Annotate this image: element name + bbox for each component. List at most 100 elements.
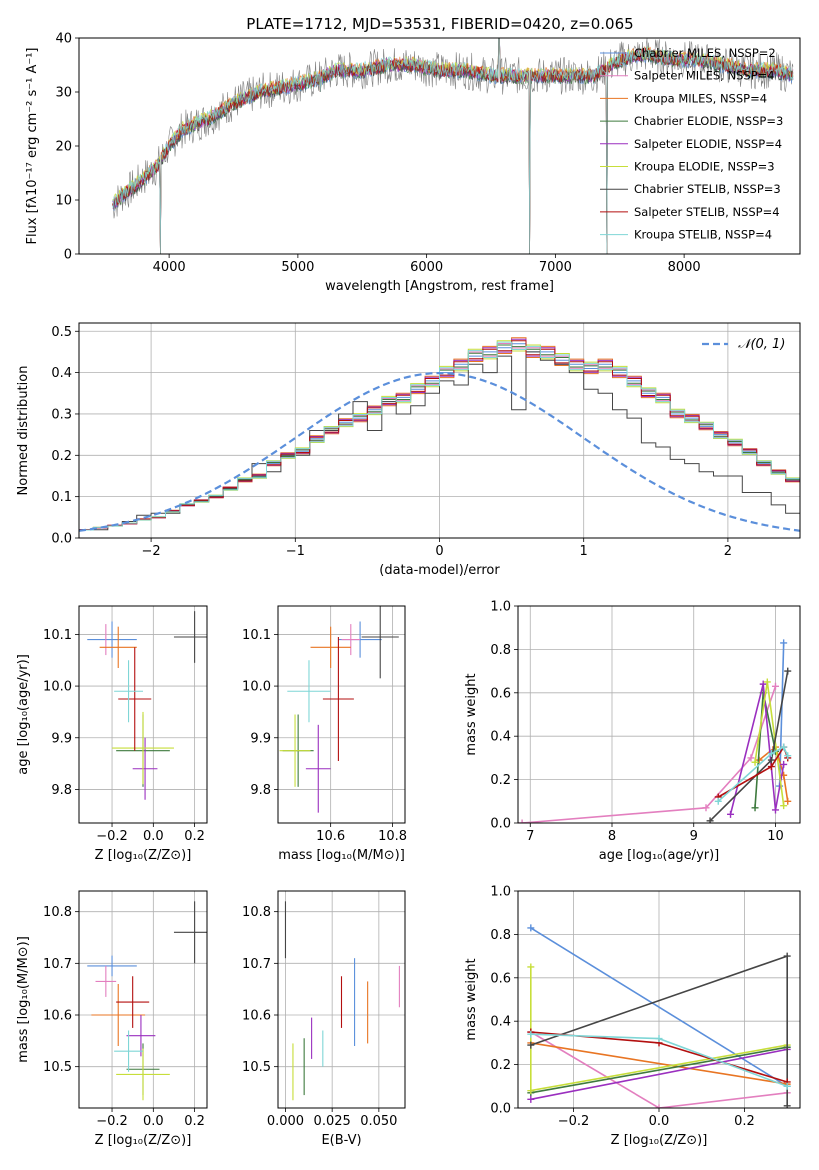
series-marker — [527, 1095, 535, 1103]
x-tick-label: 0.050 — [360, 1114, 397, 1129]
x-tick-label: 7000 — [539, 260, 572, 275]
series-marker — [771, 806, 779, 814]
y-tick-label: 30 — [55, 86, 72, 101]
y-tick-label: 10.0 — [242, 680, 271, 695]
plot-area — [284, 901, 400, 1101]
x-axis-label: Z [log₁₀(Z/Z⊙)] — [95, 848, 192, 863]
legend-entry: Kroupa MILES, NSSP=4 — [634, 91, 767, 105]
series-marker — [655, 1035, 663, 1043]
x-tick-label: −1 — [286, 544, 305, 559]
series-line — [530, 1046, 788, 1094]
y-tick-label: 1.0 — [490, 600, 511, 615]
series-marker — [751, 758, 759, 766]
chart-mass-vs-ebv: 0.000 0.025 0.050 10.5 10.6 10.7 10.8 E(B-V) — [242, 890, 406, 1148]
x-tick-label: 2 — [724, 544, 732, 559]
x-tick-label: 0.025 — [314, 1114, 351, 1129]
x-tick-label: 0.2 — [184, 829, 205, 844]
plot-frame — [517, 890, 801, 1109]
series-marker — [780, 743, 788, 751]
y-axis-label: Normed distribution — [16, 366, 31, 496]
y-tick-label: 0.6 — [490, 686, 511, 701]
series-marker — [767, 763, 775, 771]
series-marker — [784, 667, 792, 675]
y-tick-label: 0.0 — [490, 817, 511, 832]
figure-title: PLATE=1712, MJD=53531, FIBERID=0420, z=0… — [246, 15, 633, 33]
y-tick-label: 10 — [55, 194, 72, 209]
series-marker — [727, 810, 735, 818]
legend-entry: Chabrier MILES, NSSP=2 — [634, 46, 776, 60]
series-line — [530, 927, 788, 1087]
plot-area — [87, 611, 207, 800]
x-tick-label: 0.2 — [734, 1114, 755, 1129]
series-marker — [714, 797, 722, 805]
y-tick-label: 0.6 — [490, 971, 511, 986]
legend-entry: Salpeter ELODIE, NSSP=4 — [634, 137, 782, 151]
y-tick-label: 10.0 — [43, 680, 72, 695]
y-tick-label: 0.5 — [51, 325, 72, 340]
y-tick-label: 10.8 — [242, 905, 271, 920]
histogram-series — [79, 340, 800, 538]
series-marker — [771, 682, 779, 690]
y-tick-label: 1.0 — [490, 885, 511, 900]
x-axis-label: Z [log₁₀(Z/Z⊙)] — [95, 1133, 192, 1148]
y-tick-label: 0.1 — [51, 490, 72, 505]
y-tick-label: 9.9 — [250, 731, 271, 746]
series-line — [758, 745, 789, 802]
legend-entry: Salpeter MILES, NSSP=4 — [634, 69, 775, 83]
y-tick-label: 10.5 — [242, 1060, 271, 1075]
y-tick-label: 0.2 — [51, 449, 72, 464]
series-marker — [518, 819, 526, 823]
series-line — [530, 1042, 788, 1085]
y-tick-label: 0 — [64, 248, 72, 263]
x-tick-label: 10.6 — [316, 829, 345, 844]
y-tick-label: 0.4 — [490, 730, 511, 745]
series-marker — [527, 1041, 535, 1049]
histogram-series — [79, 351, 800, 538]
y-tick-label: 10.1 — [242, 628, 271, 643]
x-tick-label: 1 — [580, 544, 588, 559]
x-tick-label: 9 — [690, 829, 698, 844]
x-tick-label: 4000 — [153, 260, 186, 275]
normal-curve-line — [79, 372, 800, 532]
y-tick-label: 0.2 — [490, 773, 511, 788]
series-marker — [784, 797, 792, 805]
chart-age-vs-Z: −0.2 0.0 0.2 9.8 9.9 10.0 10.1 Z [log₁₀(Z/Z⊙)] a… — [16, 605, 208, 863]
plot-frame — [277, 890, 406, 1109]
legend-entry: Chabrier ELODIE, NSSP=3 — [634, 114, 783, 128]
y-tick-label: 0.8 — [490, 643, 511, 658]
x-tick-label: −0.2 — [96, 1114, 128, 1129]
plot-frame — [78, 605, 208, 824]
x-tick-label: −0.2 — [558, 1114, 590, 1129]
legend-entry: Salpeter STELIB, NSSP=4 — [634, 205, 780, 219]
x-tick-label: 8 — [608, 829, 616, 844]
plot-area — [79, 337, 800, 538]
y-tick-label: 10.1 — [43, 628, 72, 643]
x-tick-label: 5000 — [281, 260, 314, 275]
series-marker — [655, 1104, 663, 1108]
y-tick-label: 10.6 — [43, 1009, 72, 1024]
series-marker — [783, 952, 791, 960]
panels: 4000 5000 6000 7000 8000010203040wavelength … — [16, 32, 801, 1148]
chart-massweight-vs-Z: −0.2 0.0 0.2 0.0 0.2 0.4 0.6 0.8 1.0 Z [log₁₀(Z/Z… — [464, 885, 801, 1148]
histogram-series — [79, 341, 800, 538]
series-marker — [780, 760, 788, 768]
x-tick-label: 0.0 — [143, 1114, 164, 1129]
y-tick-label: 0.4 — [490, 1015, 511, 1030]
chart-age-vs-mass: 10.6 10.8 9.8 9.9 10.0 10.1 mass [log₁₀(M/M⊙)] — [242, 605, 407, 863]
y-axis-label: mass weight — [464, 673, 479, 755]
series-marker — [527, 1087, 535, 1095]
x-axis-label: age [log₁₀(age/yr)] — [599, 848, 720, 863]
legend-entry: 𝒩(0, 1) — [738, 337, 785, 352]
y-tick-label: 9.9 — [51, 731, 72, 746]
y-axis-label: mass [log₁₀(M/M⊙)] — [16, 936, 31, 1063]
y-tick-label: 10.7 — [242, 957, 271, 972]
series-marker — [767, 756, 775, 764]
series-line — [522, 686, 777, 823]
y-tick-label: 10.7 — [43, 957, 72, 972]
series-marker — [783, 1082, 791, 1090]
legend-entry: Chabrier STELIB, NSSP=3 — [634, 182, 781, 196]
series-marker — [759, 680, 767, 688]
legend-entry: Kroupa STELIB, NSSP=4 — [634, 228, 772, 242]
x-tick-label: 0.2 — [184, 1114, 205, 1129]
